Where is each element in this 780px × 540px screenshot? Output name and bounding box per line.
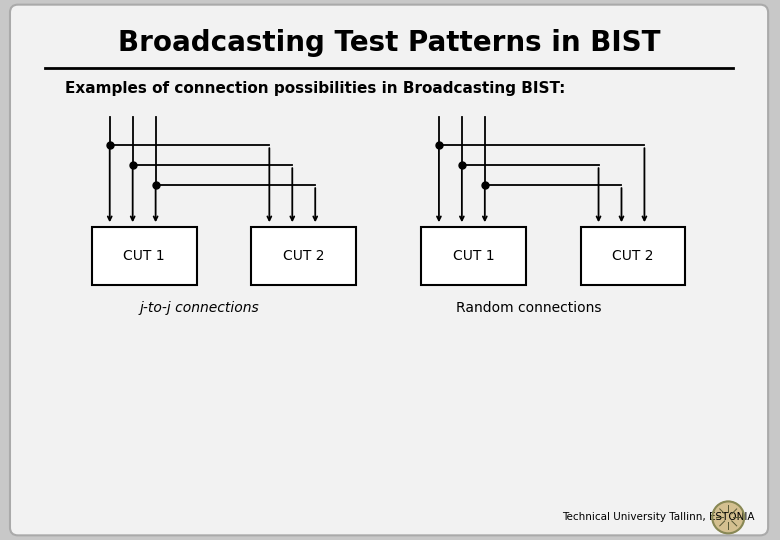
Circle shape: [712, 502, 744, 534]
Text: CUT 1: CUT 1: [123, 249, 165, 263]
Text: Broadcasting Test Patterns in BIST: Broadcasting Test Patterns in BIST: [118, 29, 661, 57]
FancyBboxPatch shape: [10, 5, 768, 535]
Text: Technical University Tallinn, ESTONIA: Technical University Tallinn, ESTONIA: [562, 512, 754, 522]
Text: CUT 2: CUT 2: [612, 249, 654, 263]
Text: Examples of connection possibilities in Broadcasting BIST:: Examples of connection possibilities in …: [65, 81, 566, 96]
Text: CUT 1: CUT 1: [452, 249, 495, 263]
Bar: [580, 227, 686, 285]
Bar: [92, 227, 197, 285]
Text: CUT 2: CUT 2: [283, 249, 324, 263]
Text: j-to-j connections: j-to-j connections: [140, 301, 260, 315]
Bar: [251, 227, 356, 285]
Text: Random connections: Random connections: [456, 301, 601, 315]
Bar: [421, 227, 526, 285]
